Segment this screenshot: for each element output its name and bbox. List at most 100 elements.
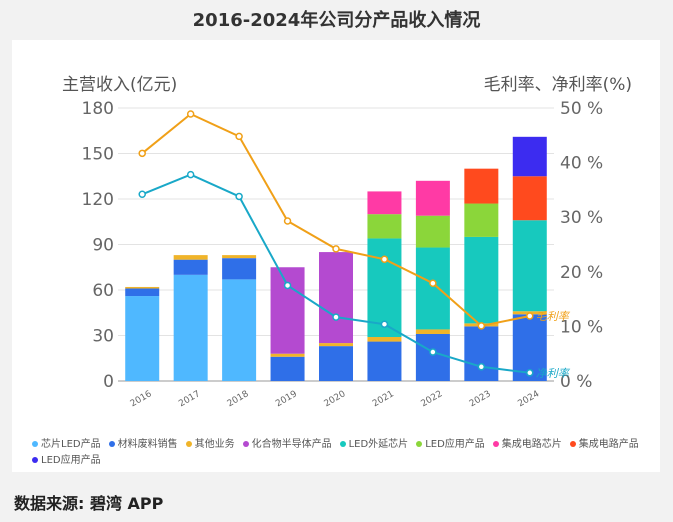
bar-segment bbox=[512, 136, 547, 177]
x-tick-label: 2018 bbox=[226, 389, 251, 409]
right-axis-title: 毛利率、净利率(%) bbox=[484, 75, 632, 95]
legend-item: 材料废料销售 bbox=[108, 437, 178, 453]
bar-segment bbox=[512, 220, 547, 312]
left-tick-label: 0 bbox=[103, 372, 114, 392]
left-tick-label: 90 bbox=[92, 236, 114, 256]
margin-point bbox=[380, 320, 389, 328]
bar-segment bbox=[464, 236, 499, 324]
bar-segment bbox=[125, 288, 160, 297]
legend-label: 集成电路产品 bbox=[578, 439, 639, 450]
bar-segment bbox=[270, 353, 305, 357]
x-tick-label: 2023 bbox=[468, 389, 493, 409]
margin-point bbox=[526, 312, 534, 320]
bar-segment bbox=[319, 343, 353, 347]
left-tick-label: 180 bbox=[82, 99, 114, 119]
x-tick-label: 2016 bbox=[129, 389, 154, 409]
legend-item: 其他业务 bbox=[185, 437, 235, 453]
legend-swatch bbox=[492, 441, 499, 447]
margin-point bbox=[186, 110, 195, 118]
margin-point bbox=[186, 170, 195, 179]
x-tick-label: 2024 bbox=[516, 389, 541, 409]
bar-segment bbox=[415, 180, 450, 216]
bar-segment bbox=[222, 258, 257, 280]
left-tick-label: 60 bbox=[92, 281, 114, 301]
margin-point bbox=[235, 132, 243, 141]
x-tick-label: 2019 bbox=[274, 389, 299, 409]
legend-item: 集成电路产品 bbox=[569, 437, 639, 453]
legend-label: LED外延芯片 bbox=[348, 439, 409, 450]
margin-point bbox=[283, 281, 292, 290]
left-axis-title: 主营收入(亿元) bbox=[62, 75, 177, 95]
legend-label: 芯片LED产品 bbox=[41, 439, 101, 450]
bar-segment bbox=[173, 255, 208, 260]
legend-item: LED外延芯片 bbox=[339, 437, 409, 453]
bar-segment bbox=[464, 326, 499, 381]
legend-swatch bbox=[32, 457, 38, 463]
bar-segment bbox=[415, 247, 450, 330]
margin-point bbox=[235, 192, 243, 201]
legend-item: 化合物半导体产品 bbox=[242, 437, 332, 453]
legend-label: LED应用产品 bbox=[425, 439, 485, 450]
legend-swatch bbox=[185, 441, 192, 447]
bar-segment bbox=[464, 168, 499, 204]
line-end-label: 净利率 bbox=[536, 367, 571, 380]
margin-point bbox=[526, 369, 534, 377]
x-tick-label: 2017 bbox=[177, 389, 202, 409]
chart-panel: 主营收入(亿元) 毛利率、净利率(%) 0 30 60 90 120 150 180 0 % 10 … bbox=[12, 40, 660, 472]
right-tick-label: 10 % bbox=[560, 317, 603, 337]
left-tick-label: 120 bbox=[82, 190, 114, 210]
right-tick-label: 0 % bbox=[560, 372, 592, 392]
bar-segment bbox=[415, 215, 450, 248]
legend-swatch bbox=[339, 441, 346, 447]
bar-segment bbox=[222, 279, 257, 381]
margin-point bbox=[429, 279, 437, 288]
bar-segment bbox=[367, 214, 402, 239]
data-source-text: 数据来源: 碧湾 APP bbox=[14, 494, 164, 513]
legend-swatch bbox=[416, 441, 423, 447]
legend-label: 化合物半导体产品 bbox=[251, 439, 332, 450]
bar-segment bbox=[173, 259, 208, 275]
bar-segment bbox=[367, 341, 402, 381]
bar-segment bbox=[319, 252, 353, 344]
bar-segment bbox=[173, 274, 208, 381]
legend-item: 集成电路芯片 bbox=[492, 437, 562, 453]
legend-item: LED应用产品 bbox=[32, 453, 101, 469]
legend-label: 其他业务 bbox=[194, 439, 235, 450]
legend-label: 集成电路芯片 bbox=[501, 439, 562, 450]
bar-segment bbox=[222, 255, 257, 259]
right-tick-label: 50 % bbox=[560, 99, 603, 119]
bar-segment bbox=[319, 346, 353, 381]
bar-segment bbox=[367, 191, 402, 215]
legend-label: 材料废料销售 bbox=[117, 439, 178, 450]
x-tick-label: 2021 bbox=[371, 389, 396, 409]
margin-point bbox=[283, 217, 292, 225]
margin-point bbox=[477, 322, 486, 330]
bar-segment bbox=[464, 203, 499, 237]
right-tick-label: 20 % bbox=[560, 263, 603, 283]
legend-swatch bbox=[32, 441, 38, 447]
bar-segment bbox=[270, 267, 305, 354]
legend-swatch bbox=[108, 441, 115, 447]
right-tick-label: 30 % bbox=[560, 208, 603, 228]
margin-point bbox=[429, 348, 437, 356]
bar-segment bbox=[415, 333, 450, 381]
revenue-margin-chart: 主营收入(亿元) 毛利率、净利率(%) 0 30 60 90 120 150 180 0 % 10 … bbox=[62, 75, 632, 409]
bar-segment bbox=[512, 176, 547, 221]
margin-point bbox=[380, 255, 389, 263]
bar-segment bbox=[415, 329, 450, 334]
x-tick-label: 2022 bbox=[419, 389, 444, 409]
margin-point bbox=[477, 363, 486, 371]
line-end-label: 毛利率 bbox=[536, 310, 571, 323]
legend-swatch bbox=[242, 441, 249, 447]
margin-point bbox=[138, 149, 146, 158]
chart-legend: 芯片LED产品 材料废料销售 其他业务 化合物半导体产品 LED外延芯片 LED应用产品 集… bbox=[32, 437, 662, 469]
legend-label: LED应用产品 bbox=[41, 455, 101, 466]
bar-segment bbox=[270, 356, 305, 381]
legend-item: 芯片LED产品 bbox=[32, 437, 101, 453]
margin-point bbox=[332, 245, 340, 253]
page-title: 2016-2024年公司分产品收入情况 bbox=[192, 10, 481, 31]
x-tick-label: 2020 bbox=[323, 389, 348, 409]
legend-item: LED应用产品 bbox=[416, 437, 485, 453]
right-tick-label: 40 % bbox=[560, 154, 603, 174]
margin-point bbox=[332, 313, 340, 321]
